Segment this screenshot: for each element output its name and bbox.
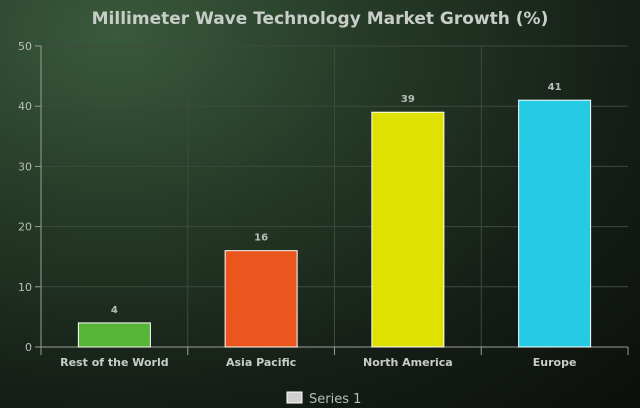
y-tick-label-20: 20 bbox=[18, 221, 32, 234]
chart-title: Millimeter Wave Technology Market Growth… bbox=[92, 9, 549, 29]
category-label-rest-of-the-world: Rest of the World bbox=[60, 356, 169, 369]
legend[interactable]: Series 1 bbox=[286, 391, 361, 407]
bar-asia-pacific[interactable] bbox=[224, 250, 298, 348]
y-tick-label-10: 10 bbox=[18, 281, 32, 294]
legend-swatch-series-1[interactable] bbox=[286, 391, 303, 404]
data-label-europe: 41 bbox=[548, 82, 562, 93]
category-label-north-america: North America bbox=[363, 356, 453, 369]
y-tick-label-40: 40 bbox=[18, 100, 32, 113]
bar-rest-of-the-world[interactable] bbox=[77, 322, 151, 348]
data-label-rest-of-the-world: 4 bbox=[111, 305, 118, 316]
y-tick-label-50: 50 bbox=[18, 40, 32, 53]
y-tick-label-30: 30 bbox=[18, 160, 32, 173]
data-label-asia-pacific: 16 bbox=[254, 233, 268, 244]
category-label-asia-pacific: Asia Pacific bbox=[226, 356, 296, 369]
legend-label-series-1[interactable]: Series 1 bbox=[309, 392, 361, 407]
y-tick-label-0: 0 bbox=[25, 341, 32, 354]
category-label-europe: Europe bbox=[533, 356, 577, 369]
labels: 0 10 20 30 40 50 4 Rest of the World 16 Asia Paci… bbox=[18, 40, 576, 369]
bar-europe[interactable] bbox=[518, 99, 592, 348]
data-label-north-america: 39 bbox=[401, 94, 415, 105]
bars bbox=[77, 99, 592, 348]
bar-north-america[interactable] bbox=[371, 111, 445, 348]
